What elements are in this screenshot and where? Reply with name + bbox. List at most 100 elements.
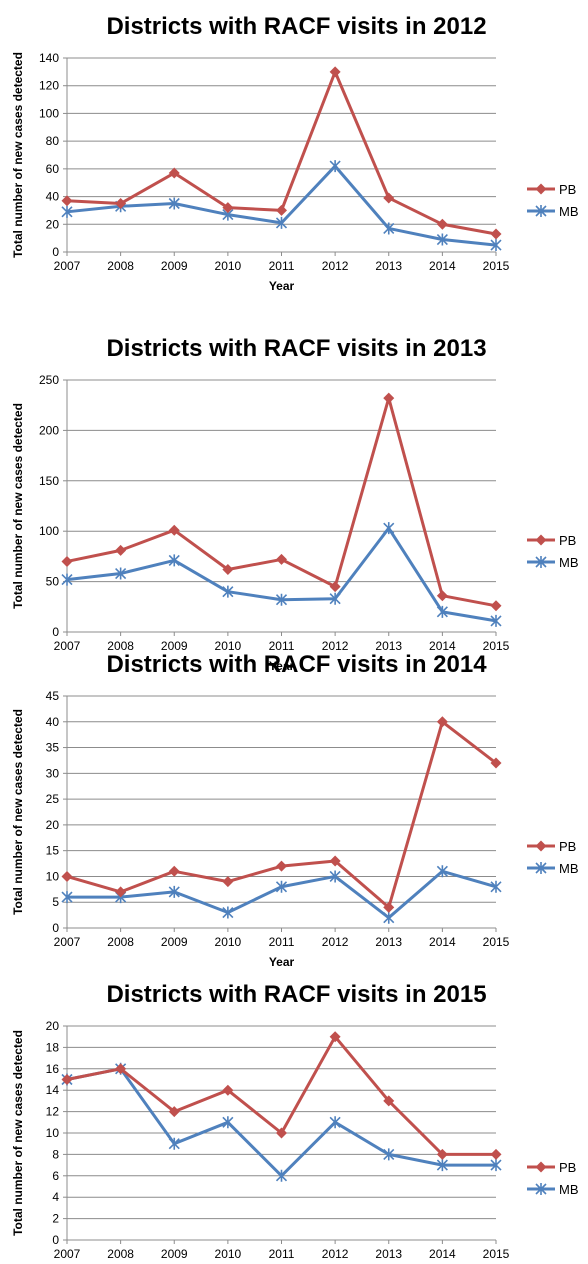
pb-point [329,1031,341,1043]
mb-point [168,197,180,210]
y-tick-label: 80 [46,134,60,148]
legend-item-pb: PB [527,839,576,854]
pb-point [383,392,395,404]
chart-panel-2: Districts with RACF visits in 2013 0 50 100… [11,335,579,673]
pb-point [276,860,287,872]
x-tick-label: 2010 [215,935,242,949]
legend-star-marker [535,556,547,568]
pb-point [490,1148,502,1160]
pb-point [168,524,180,536]
chart-title: Districts with RACF visits in 2015 [106,981,486,1008]
y-tick-label: 0 [52,625,59,639]
mb-point [436,1159,448,1172]
series-mb [61,1062,502,1182]
legend-label: PB [559,182,576,197]
mb-point [383,222,395,235]
pb-point [490,757,502,769]
mb-point [329,592,341,605]
mb-point [168,1137,180,1150]
x-axis-title: Year [269,279,295,293]
pb-point [222,876,234,888]
mb-point [168,554,180,567]
y-tick-label: 8 [52,1147,59,1161]
pb-point [168,865,180,877]
x-axis-title: Year [269,659,295,673]
series-pb [61,716,502,913]
legend-item-mb: MB [527,555,579,570]
pb-point [383,192,395,204]
y-tick-label: 120 [39,79,59,93]
series-mb [61,865,502,924]
y-tick-label: 20 [46,818,60,832]
legend-star-marker [535,862,547,874]
y-axis-title: Total number of new cases detected [11,52,25,258]
y-tick-label: 40 [46,190,60,204]
pb-point [436,1148,448,1160]
mb-point [275,593,288,606]
mb-point [383,522,395,535]
legend-diamond-marker [535,534,547,546]
x-tick-label: 2009 [161,935,188,949]
legend-label: PB [559,1160,576,1175]
pb-point [276,553,287,565]
y-tick-label: 140 [39,51,59,65]
x-tick-label: 2012 [322,259,349,273]
y-tick-label: 150 [39,474,59,488]
x-tick-label: 2015 [483,639,510,653]
mb-point [61,891,73,904]
y-tick-label: 10 [46,869,60,883]
series-mb [61,522,502,627]
y-tick-label: 100 [39,524,59,538]
pb-point [222,564,234,576]
x-tick-label: 2014 [429,259,456,273]
x-tick-label: 2011 [269,259,295,273]
mb-point [436,865,448,878]
y-tick-label: 0 [52,1233,59,1247]
pb-point [329,66,341,78]
mb-point [275,1169,288,1182]
x-tick-label: 2007 [54,259,81,273]
x-tick-label: 2007 [54,935,81,949]
x-tick-label: 2015 [483,259,510,273]
y-axis-title: Total number of new cases detected [11,403,25,609]
pb-point [329,855,341,867]
pb-point [383,1095,395,1107]
legend-diamond-marker [535,1161,547,1173]
series-pb [61,1031,502,1160]
x-tick-label: 2014 [429,935,456,949]
x-tick-label: 2015 [483,1247,510,1261]
pb-point [490,228,502,240]
series-pb-line [66,396,497,608]
y-tick-label: 200 [39,423,59,437]
y-tick-label: 15 [46,844,60,858]
pb-point [61,870,73,882]
x-tick-label: 2008 [107,1247,134,1261]
mb-point [222,906,234,919]
pb-point [168,167,180,179]
y-axis-title: Total number of new cases detected [11,709,25,915]
y-tick-label: 4 [52,1190,59,1204]
y-tick-label: 6 [52,1169,59,1183]
legend-item-pb: PB [527,182,576,197]
mb-point [329,160,341,173]
mb-point [436,233,448,246]
pb-point [490,600,502,612]
mb-point [275,216,288,229]
series-pb [61,66,502,240]
pb-point [61,195,73,207]
x-tick-label: 2008 [107,639,134,653]
pb-point [115,1063,127,1075]
y-tick-label: 12 [46,1105,60,1119]
y-tick-label: 10 [46,1126,60,1140]
x-tick-label: 2013 [375,639,402,653]
x-tick-label: 2008 [107,259,134,273]
series-mb [61,160,502,252]
x-tick-label: 2009 [161,639,188,653]
mb-point [222,585,234,598]
mb-point [275,880,288,893]
y-tick-label: 100 [39,106,59,120]
legend-label: MB [559,861,579,876]
mb-point [115,567,127,580]
x-tick-label: 2011 [269,1247,295,1261]
mb-point [383,911,395,924]
